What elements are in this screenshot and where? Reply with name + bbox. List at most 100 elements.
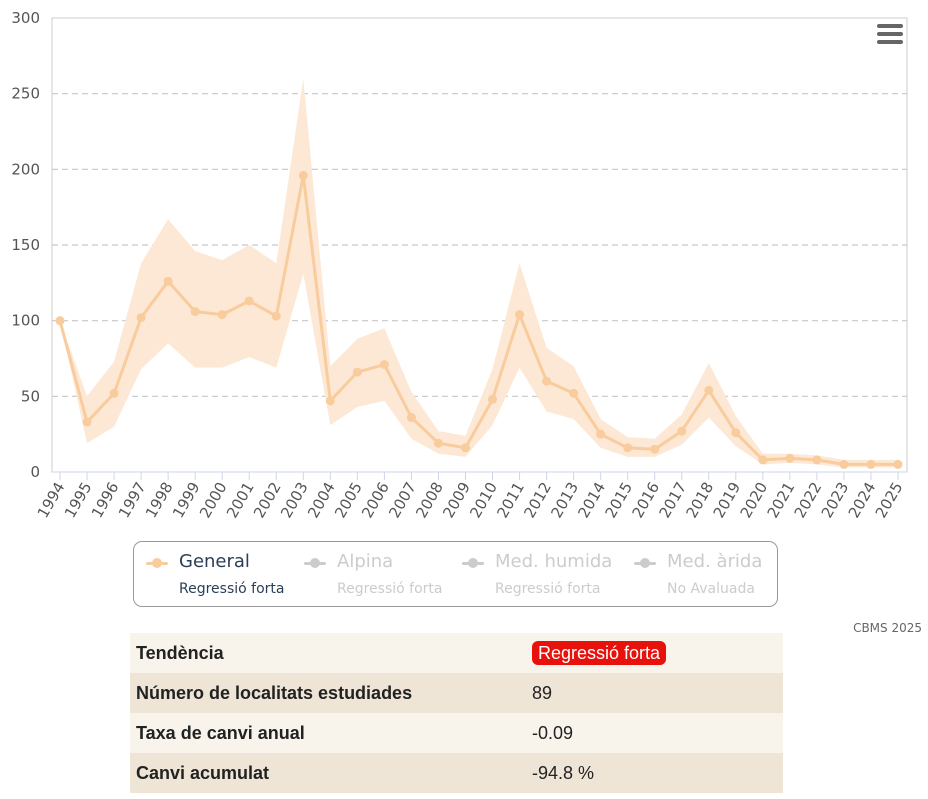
y-axis-ticks: 0 50 100 150 200 250 300 xyxy=(11,9,40,481)
data-point[interactable] xyxy=(893,459,903,469)
x-tick-label: 2005 xyxy=(331,479,366,521)
cumulative-label: Canvi acumulat xyxy=(136,762,270,783)
legend-subtitle: Regressió forta xyxy=(495,581,601,597)
trend-badge: Regressió forta xyxy=(532,641,667,665)
data-point[interactable] xyxy=(596,429,606,439)
table-row: Número de localitats estudiades 89 xyxy=(130,673,783,713)
x-tick-label: 2002 xyxy=(250,479,285,521)
data-point[interactable] xyxy=(325,396,335,406)
x-tick-label: 1994 xyxy=(34,479,69,521)
legend-marker-dot xyxy=(152,558,162,568)
data-point[interactable] xyxy=(352,367,362,377)
legend-name: Med. àrida xyxy=(667,551,763,572)
legend-subtitle: Regressió forta xyxy=(179,581,285,597)
confidence-band-general xyxy=(60,78,898,468)
stats-table: Tendència Regressió forta Número de loca… xyxy=(130,633,783,793)
data-point[interactable] xyxy=(839,459,849,469)
x-tick-label: 2011 xyxy=(493,479,528,521)
legend-marker-dot xyxy=(468,558,478,568)
y-tick-label: 0 xyxy=(30,463,40,481)
rate-value: -0.09 xyxy=(532,722,574,743)
data-point[interactable] xyxy=(569,388,579,398)
x-tick-label: 2018 xyxy=(683,479,718,521)
data-point[interactable] xyxy=(488,394,498,404)
data-point[interactable] xyxy=(406,413,416,423)
y-tick-label: 100 xyxy=(11,312,40,330)
data-point[interactable] xyxy=(623,443,633,453)
x-tick-label: 1999 xyxy=(169,479,204,521)
trend-chart: 0 50 100 150 200 250 300 199419951996199719981… xyxy=(11,9,908,521)
x-axis-ticks: 1994199519961997199819992000200120022003… xyxy=(34,472,907,521)
x-tick-label: 2020 xyxy=(737,479,772,521)
x-tick-label: 2019 xyxy=(710,479,745,521)
x-tick-label: 2015 xyxy=(601,479,636,521)
table-row: Canvi acumulat -94.8 % xyxy=(130,753,783,793)
legend-name: Med. humida xyxy=(495,551,613,572)
data-point[interactable] xyxy=(190,307,200,317)
chart-credits[interactable]: CBMS 2025 xyxy=(853,621,922,635)
y-tick-label: 150 xyxy=(11,236,40,254)
y-tick-label: 250 xyxy=(11,85,40,103)
x-tick-label: 2023 xyxy=(818,479,853,521)
y-tick-label: 50 xyxy=(21,387,40,405)
data-point[interactable] xyxy=(55,316,65,326)
x-tick-label: 2021 xyxy=(764,479,799,521)
data-point[interactable] xyxy=(82,417,92,427)
data-point[interactable] xyxy=(866,459,876,469)
legend-name: General xyxy=(179,551,250,572)
x-tick-label: 2000 xyxy=(196,479,231,521)
data-point[interactable] xyxy=(379,360,389,370)
x-tick-label: 2025 xyxy=(872,479,907,521)
x-tick-label: 2016 xyxy=(628,479,663,521)
data-point[interactable] xyxy=(217,310,227,320)
rate-label: Taxa de canvi anual xyxy=(136,722,305,743)
x-tick-label: 2010 xyxy=(466,479,501,521)
data-point[interactable] xyxy=(109,388,119,398)
x-tick-label: 2004 xyxy=(304,479,339,521)
x-tick-label: 1997 xyxy=(115,479,150,521)
x-tick-label: 2003 xyxy=(277,479,312,521)
data-point[interactable] xyxy=(515,310,525,320)
chart-legend: General Regressió forta Alpina Regressió… xyxy=(133,541,778,607)
x-tick-label: 1996 xyxy=(88,479,123,521)
data-point[interactable] xyxy=(271,311,281,321)
sites-label: Número de localitats estudiades xyxy=(136,682,413,703)
cumulative-value: -94.8 % xyxy=(532,762,595,783)
x-tick-label: 2009 xyxy=(439,479,474,521)
sites-value: 89 xyxy=(532,682,553,703)
data-point[interactable] xyxy=(244,296,254,306)
x-tick-label: 1998 xyxy=(142,479,177,521)
data-point[interactable] xyxy=(460,443,470,453)
data-point[interactable] xyxy=(298,170,308,180)
data-point[interactable] xyxy=(704,385,714,395)
table-row: Tendència Regressió forta xyxy=(130,633,783,673)
data-point[interactable] xyxy=(731,428,741,438)
x-tick-label: 2013 xyxy=(547,479,582,521)
menu-icon xyxy=(877,24,903,28)
data-point[interactable] xyxy=(758,455,768,465)
legend-marker-dot xyxy=(640,558,650,568)
y-tick-label: 300 xyxy=(11,9,40,27)
chart-menu-button[interactable] xyxy=(872,19,906,51)
menu-icon xyxy=(877,40,903,44)
menu-icon xyxy=(877,32,903,36)
series-line-general[interactable] xyxy=(58,173,898,466)
table-row: Taxa de canvi anual -0.09 xyxy=(130,713,783,753)
data-point[interactable] xyxy=(650,444,660,454)
x-tick-label: 2017 xyxy=(656,479,691,521)
x-tick-label: 2001 xyxy=(223,479,258,521)
data-point[interactable] xyxy=(163,276,173,286)
data-point[interactable] xyxy=(812,455,822,465)
data-point[interactable] xyxy=(677,426,687,436)
x-tick-label: 2024 xyxy=(845,479,880,521)
x-tick-label: 2012 xyxy=(520,479,555,521)
data-point[interactable] xyxy=(785,453,795,463)
data-point[interactable] xyxy=(433,438,443,448)
data-point[interactable] xyxy=(136,313,146,323)
y-tick-label: 200 xyxy=(11,160,40,178)
trend-value-cell: Regressió forta xyxy=(526,633,783,673)
legend-marker-dot xyxy=(310,558,320,568)
x-tick-label: 2008 xyxy=(412,479,447,521)
x-tick-label: 2007 xyxy=(385,479,420,521)
data-point[interactable] xyxy=(542,376,552,386)
